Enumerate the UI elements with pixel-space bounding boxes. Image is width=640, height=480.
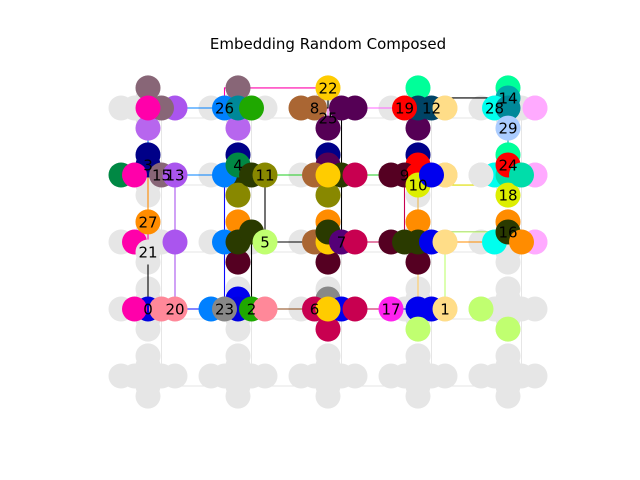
node-qubit [378, 296, 404, 322]
node-label: 15 [152, 167, 171, 185]
host-qubit [495, 249, 521, 275]
node-qubit [495, 115, 521, 141]
node-qubit [329, 95, 354, 121]
node-label: 28 [485, 100, 504, 118]
chain-qubit [405, 249, 431, 275]
host-qubit [252, 363, 278, 389]
node-qubit [135, 209, 161, 235]
host-qubit [405, 383, 431, 409]
node-qubit [302, 95, 327, 121]
chain-qubit [315, 249, 341, 275]
node-label: 13 [165, 167, 184, 185]
chain-qubit [405, 115, 431, 141]
node-qubit [225, 182, 251, 208]
node-label: 26 [215, 100, 234, 118]
node-qubit [252, 162, 278, 188]
node-qubit [162, 162, 188, 188]
node-label: 12 [422, 100, 441, 118]
node-label: 0 [143, 301, 153, 319]
node-qubit [212, 296, 237, 322]
host-qubit [522, 296, 548, 322]
node-qubit [509, 229, 534, 255]
chain-qubit [225, 75, 251, 101]
node-label: 24 [498, 156, 517, 174]
node-label: 22 [318, 79, 337, 97]
host-qubit [162, 363, 188, 389]
node-label: 10 [408, 177, 427, 195]
chain-qubit [342, 162, 368, 188]
chain-qubit [225, 249, 251, 275]
node-qubit [495, 182, 521, 208]
node-qubit [315, 296, 341, 322]
node-label: 2 [247, 301, 257, 319]
node-label: 25 [318, 110, 337, 128]
host-qubit [315, 383, 341, 409]
host-qubit [135, 316, 161, 342]
host-qubit [135, 383, 161, 409]
node-qubit [239, 95, 264, 121]
node-qubit [315, 75, 341, 101]
chain-qubit [225, 115, 251, 141]
host-qubit [522, 363, 548, 389]
node-qubit [252, 296, 278, 322]
node-label: 3 [143, 156, 153, 174]
chain-qubit [495, 316, 521, 342]
chain-qubit [135, 95, 161, 121]
chain-qubit [315, 182, 341, 208]
host-qubit [225, 383, 251, 409]
node-qubit [122, 296, 147, 322]
node-label: 27 [138, 213, 157, 231]
node-label: 29 [498, 120, 517, 138]
chain-qubit [342, 296, 368, 322]
node-qubit [135, 239, 161, 265]
host-qubit [432, 363, 458, 389]
node-qubit [509, 162, 534, 188]
node-qubit [315, 115, 341, 141]
node-label: 8 [310, 100, 320, 118]
node-label: 5 [260, 234, 270, 252]
node-label: 14 [498, 89, 517, 107]
chain-qubit [468, 162, 494, 188]
node-label: 16 [498, 223, 517, 241]
node-label: 18 [498, 187, 517, 205]
host-qubit [495, 383, 521, 409]
node-label: 6 [310, 301, 320, 319]
chain-qubit [405, 209, 431, 235]
node-label: 17 [381, 301, 400, 319]
chain-qubit [135, 115, 161, 141]
host-qubit [225, 316, 251, 342]
node-qubit [419, 162, 444, 188]
embedded-nodes: 0 123 456789101112131415161718192021222324… [108, 75, 534, 342]
chain-qubit [135, 75, 161, 101]
chain-qubit [315, 162, 341, 188]
node-qubit [392, 95, 417, 121]
chain-qubit [315, 316, 341, 342]
node-label: 20 [165, 301, 184, 319]
node-label: 1 [440, 301, 450, 319]
node-label: 11 [255, 167, 274, 185]
node-label: 23 [215, 301, 234, 319]
chain-qubit [405, 75, 431, 101]
chain-qubit [162, 229, 188, 255]
figure-title: Embedding Random Composed [210, 35, 446, 53]
node-label: 7 [337, 234, 347, 252]
node-qubit [432, 95, 458, 121]
node-label: 9 [400, 167, 410, 185]
node-qubit [252, 229, 278, 255]
node-label: 21 [138, 244, 157, 262]
chain-qubit [522, 95, 548, 121]
node-label: 19 [395, 100, 414, 118]
node-label: 4 [233, 156, 243, 174]
node-qubit [405, 316, 431, 342]
node-qubit [122, 162, 147, 188]
node-qubit [432, 296, 458, 322]
node-qubit [342, 229, 368, 255]
host-qubit [342, 363, 368, 389]
chain-qubit [468, 296, 494, 322]
node-qubit [495, 95, 521, 121]
chain-qubit [432, 229, 458, 255]
node-qubit [162, 296, 188, 322]
